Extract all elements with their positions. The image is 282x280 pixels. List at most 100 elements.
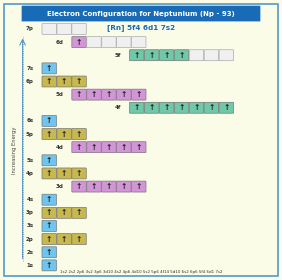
FancyBboxPatch shape [131, 142, 146, 153]
FancyBboxPatch shape [4, 4, 278, 276]
FancyBboxPatch shape [42, 24, 56, 34]
Text: 6s: 6s [27, 118, 34, 123]
FancyBboxPatch shape [144, 102, 159, 113]
Text: ↑: ↑ [46, 77, 52, 86]
Text: 5d: 5d [56, 92, 63, 97]
Text: 1s2 2s2 2p6 3s2 3p6 3d10 4s2 4p6 4d10 5s2 5p6 4f14 5d10 6s2 6p6 5f4 6d1 7s2: 1s2 2s2 2p6 3s2 3p6 3d10 4s2 4p6 4d10 5s… [60, 270, 222, 274]
Text: ↑: ↑ [178, 51, 185, 60]
Text: 3s: 3s [27, 223, 34, 228]
Text: 4s: 4s [27, 197, 34, 202]
Text: ↑: ↑ [46, 248, 52, 257]
Text: ↑: ↑ [178, 103, 185, 112]
Text: ↑: ↑ [164, 103, 170, 112]
FancyBboxPatch shape [204, 50, 219, 61]
FancyBboxPatch shape [159, 50, 174, 61]
Text: 5f: 5f [115, 53, 121, 58]
Text: ↑: ↑ [61, 77, 67, 86]
Text: Increasing Energy: Increasing Energy [12, 126, 17, 174]
Text: ↑: ↑ [46, 195, 52, 204]
Text: 3p: 3p [26, 210, 34, 215]
FancyBboxPatch shape [144, 50, 159, 61]
Text: ↑: ↑ [76, 208, 82, 217]
FancyBboxPatch shape [219, 50, 233, 61]
Text: ↑: ↑ [46, 116, 52, 125]
Text: ↑: ↑ [46, 64, 52, 73]
Text: 4f: 4f [115, 105, 121, 110]
FancyBboxPatch shape [219, 102, 233, 113]
Text: ↑: ↑ [223, 103, 230, 112]
Text: ↑: ↑ [134, 103, 140, 112]
Text: 5s: 5s [27, 158, 34, 163]
FancyBboxPatch shape [129, 50, 144, 61]
FancyBboxPatch shape [57, 234, 71, 244]
FancyBboxPatch shape [42, 155, 56, 166]
Text: ↑: ↑ [149, 51, 155, 60]
FancyBboxPatch shape [174, 50, 189, 61]
Text: [Rn] 5f4 6d1 7s2: [Rn] 5f4 6d1 7s2 [107, 24, 175, 31]
Text: ↑: ↑ [121, 90, 127, 99]
FancyBboxPatch shape [87, 89, 101, 100]
Text: ↑: ↑ [76, 77, 82, 86]
FancyBboxPatch shape [117, 181, 131, 192]
Text: ↑: ↑ [46, 235, 52, 244]
Text: ↑: ↑ [76, 130, 82, 139]
Text: ↑: ↑ [61, 130, 67, 139]
FancyBboxPatch shape [102, 37, 116, 48]
FancyBboxPatch shape [57, 129, 71, 139]
FancyBboxPatch shape [131, 37, 146, 48]
FancyBboxPatch shape [102, 142, 116, 153]
Text: ↑: ↑ [134, 51, 140, 60]
FancyBboxPatch shape [72, 168, 86, 179]
Text: 6p: 6p [26, 79, 34, 84]
FancyBboxPatch shape [117, 89, 131, 100]
FancyBboxPatch shape [87, 37, 101, 48]
FancyBboxPatch shape [42, 207, 56, 218]
FancyBboxPatch shape [72, 207, 86, 218]
Text: 6d: 6d [56, 39, 63, 45]
FancyBboxPatch shape [102, 181, 116, 192]
Text: ↑: ↑ [91, 143, 97, 152]
FancyBboxPatch shape [87, 181, 101, 192]
FancyBboxPatch shape [129, 102, 144, 113]
FancyBboxPatch shape [42, 115, 56, 126]
Text: ↑: ↑ [121, 182, 127, 191]
FancyBboxPatch shape [57, 168, 71, 179]
Text: ↑: ↑ [91, 182, 97, 191]
Text: ↑: ↑ [208, 103, 215, 112]
Text: ↑: ↑ [46, 169, 52, 178]
FancyBboxPatch shape [42, 168, 56, 179]
Text: 4p: 4p [26, 171, 34, 176]
FancyBboxPatch shape [42, 260, 56, 271]
Text: 2p: 2p [26, 237, 34, 242]
Text: ↑: ↑ [136, 182, 142, 191]
Text: ↑: ↑ [91, 90, 97, 99]
Text: 7p: 7p [26, 26, 34, 31]
Text: ↑: ↑ [164, 51, 170, 60]
FancyBboxPatch shape [189, 50, 204, 61]
FancyBboxPatch shape [72, 76, 86, 87]
Text: ↑: ↑ [106, 90, 112, 99]
Text: ↑: ↑ [76, 38, 82, 46]
Text: ↑: ↑ [136, 143, 142, 152]
FancyBboxPatch shape [72, 24, 86, 34]
FancyBboxPatch shape [42, 234, 56, 244]
Text: ↑: ↑ [136, 90, 142, 99]
FancyBboxPatch shape [72, 129, 86, 139]
FancyBboxPatch shape [204, 102, 219, 113]
FancyBboxPatch shape [87, 142, 101, 153]
FancyBboxPatch shape [117, 37, 131, 48]
Text: ↑: ↑ [46, 261, 52, 270]
FancyBboxPatch shape [159, 102, 174, 113]
FancyBboxPatch shape [42, 129, 56, 139]
FancyBboxPatch shape [42, 194, 56, 205]
Text: ↑: ↑ [76, 90, 82, 99]
FancyBboxPatch shape [42, 76, 56, 87]
Text: 7s: 7s [27, 66, 34, 71]
Text: 4d: 4d [56, 145, 63, 150]
Text: ↑: ↑ [121, 143, 127, 152]
FancyBboxPatch shape [72, 181, 86, 192]
Text: ↑: ↑ [46, 156, 52, 165]
FancyBboxPatch shape [42, 247, 56, 258]
FancyBboxPatch shape [57, 207, 71, 218]
FancyBboxPatch shape [42, 63, 56, 74]
